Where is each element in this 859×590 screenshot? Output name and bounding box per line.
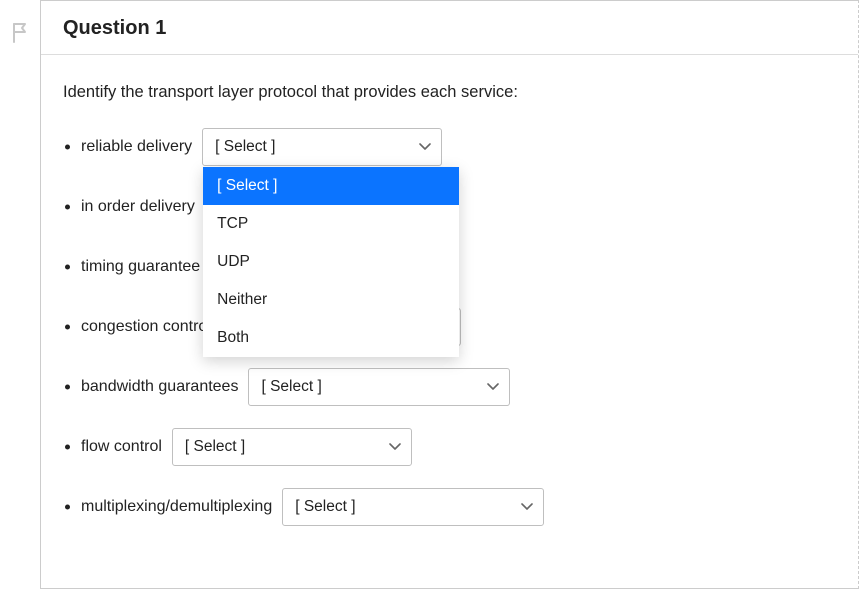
select-current-value: [ Select ] bbox=[215, 138, 275, 156]
service-item: bandwidth guarantees [ Select ] bbox=[81, 368, 836, 406]
service-label: in order delivery bbox=[81, 198, 195, 216]
dropdown-option[interactable]: UDP bbox=[203, 243, 459, 281]
dropdown-menu: [ Select ]TCPUDPNeitherBoth bbox=[203, 167, 459, 357]
question-prompt: Identify the transport layer protocol th… bbox=[63, 83, 836, 102]
service-list: reliable delivery[ Select ][ Select ]TCP… bbox=[63, 128, 836, 526]
select-current-value: [ Select ] bbox=[185, 438, 245, 456]
chevron-down-icon bbox=[521, 498, 533, 516]
select-dropdown[interactable]: [ Select ] bbox=[282, 488, 544, 526]
select-dropdown[interactable]: [ Select ] bbox=[248, 368, 510, 406]
chevron-down-icon bbox=[389, 438, 401, 456]
service-label: multiplexing/demultiplexing bbox=[81, 498, 272, 516]
question-card: Question 1 Identify the transport layer … bbox=[40, 0, 859, 589]
chevron-down-icon bbox=[419, 138, 431, 156]
service-label: timing guarantee bbox=[81, 258, 200, 276]
chevron-down-icon bbox=[487, 378, 499, 396]
select-current-value: [ Select ] bbox=[261, 378, 321, 396]
select-dropdown[interactable]: [ Select ][ Select ]TCPUDPNeitherBoth bbox=[202, 128, 442, 166]
service-label: reliable delivery bbox=[81, 138, 192, 156]
question-title: Question 1 bbox=[63, 17, 166, 39]
select-dropdown[interactable]: [ Select ] bbox=[172, 428, 412, 466]
dropdown-option[interactable]: TCP bbox=[203, 205, 459, 243]
dropdown-option[interactable]: [ Select ] bbox=[203, 167, 459, 205]
flag-icon[interactable] bbox=[11, 22, 29, 589]
service-label: bandwidth guarantees bbox=[81, 378, 238, 396]
dropdown-option[interactable]: Neither bbox=[203, 281, 459, 319]
service-item: flow control [ Select ] bbox=[81, 428, 836, 466]
dropdown-option[interactable]: Both bbox=[203, 319, 459, 357]
service-label: flow control bbox=[81, 438, 162, 456]
flag-gutter bbox=[0, 0, 40, 589]
select-current-value: [ Select ] bbox=[295, 498, 355, 516]
service-item: multiplexing/demultiplexing [ Select ] bbox=[81, 488, 836, 526]
service-label: congestion control bbox=[81, 318, 211, 336]
question-header: Question 1 bbox=[41, 1, 858, 55]
question-body: Identify the transport layer protocol th… bbox=[41, 55, 858, 588]
service-item: reliable delivery [ Select ][ Select ]TCP… bbox=[81, 128, 836, 166]
